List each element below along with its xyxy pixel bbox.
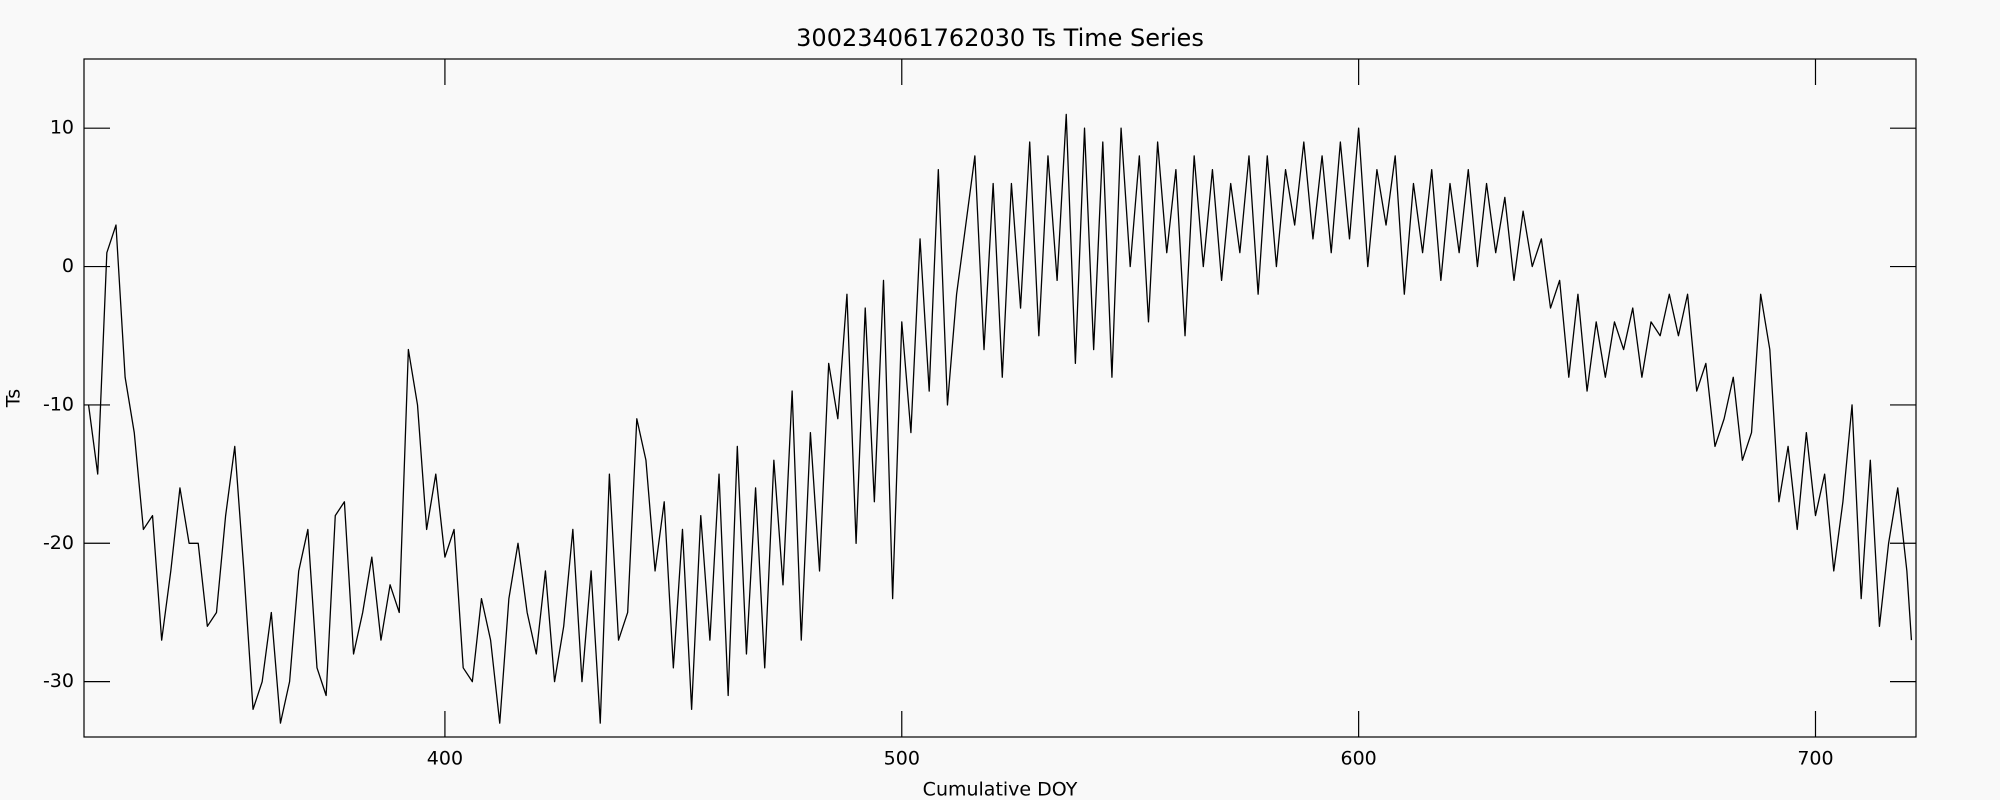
y-tick-label: -30 (43, 670, 74, 692)
y-tick-label: -10 (43, 393, 74, 415)
x-tick-label: 400 (427, 748, 463, 770)
chart-title: 300234061762030 Ts Time Series (796, 24, 1204, 52)
y-tick-label: 0 (62, 255, 74, 277)
x-tick-label: 700 (1797, 748, 1833, 770)
data-line (87, 113, 1913, 724)
x-tick-label: 600 (1341, 748, 1377, 770)
x-axis-label: Cumulative DOY (923, 779, 1078, 800)
y-axis-label: Ts (3, 389, 25, 408)
x-tick-label: 500 (884, 748, 920, 770)
y-tick-label: -20 (43, 532, 74, 554)
y-tick-label: 10 (50, 117, 74, 139)
plot-frame (83, 58, 1917, 738)
